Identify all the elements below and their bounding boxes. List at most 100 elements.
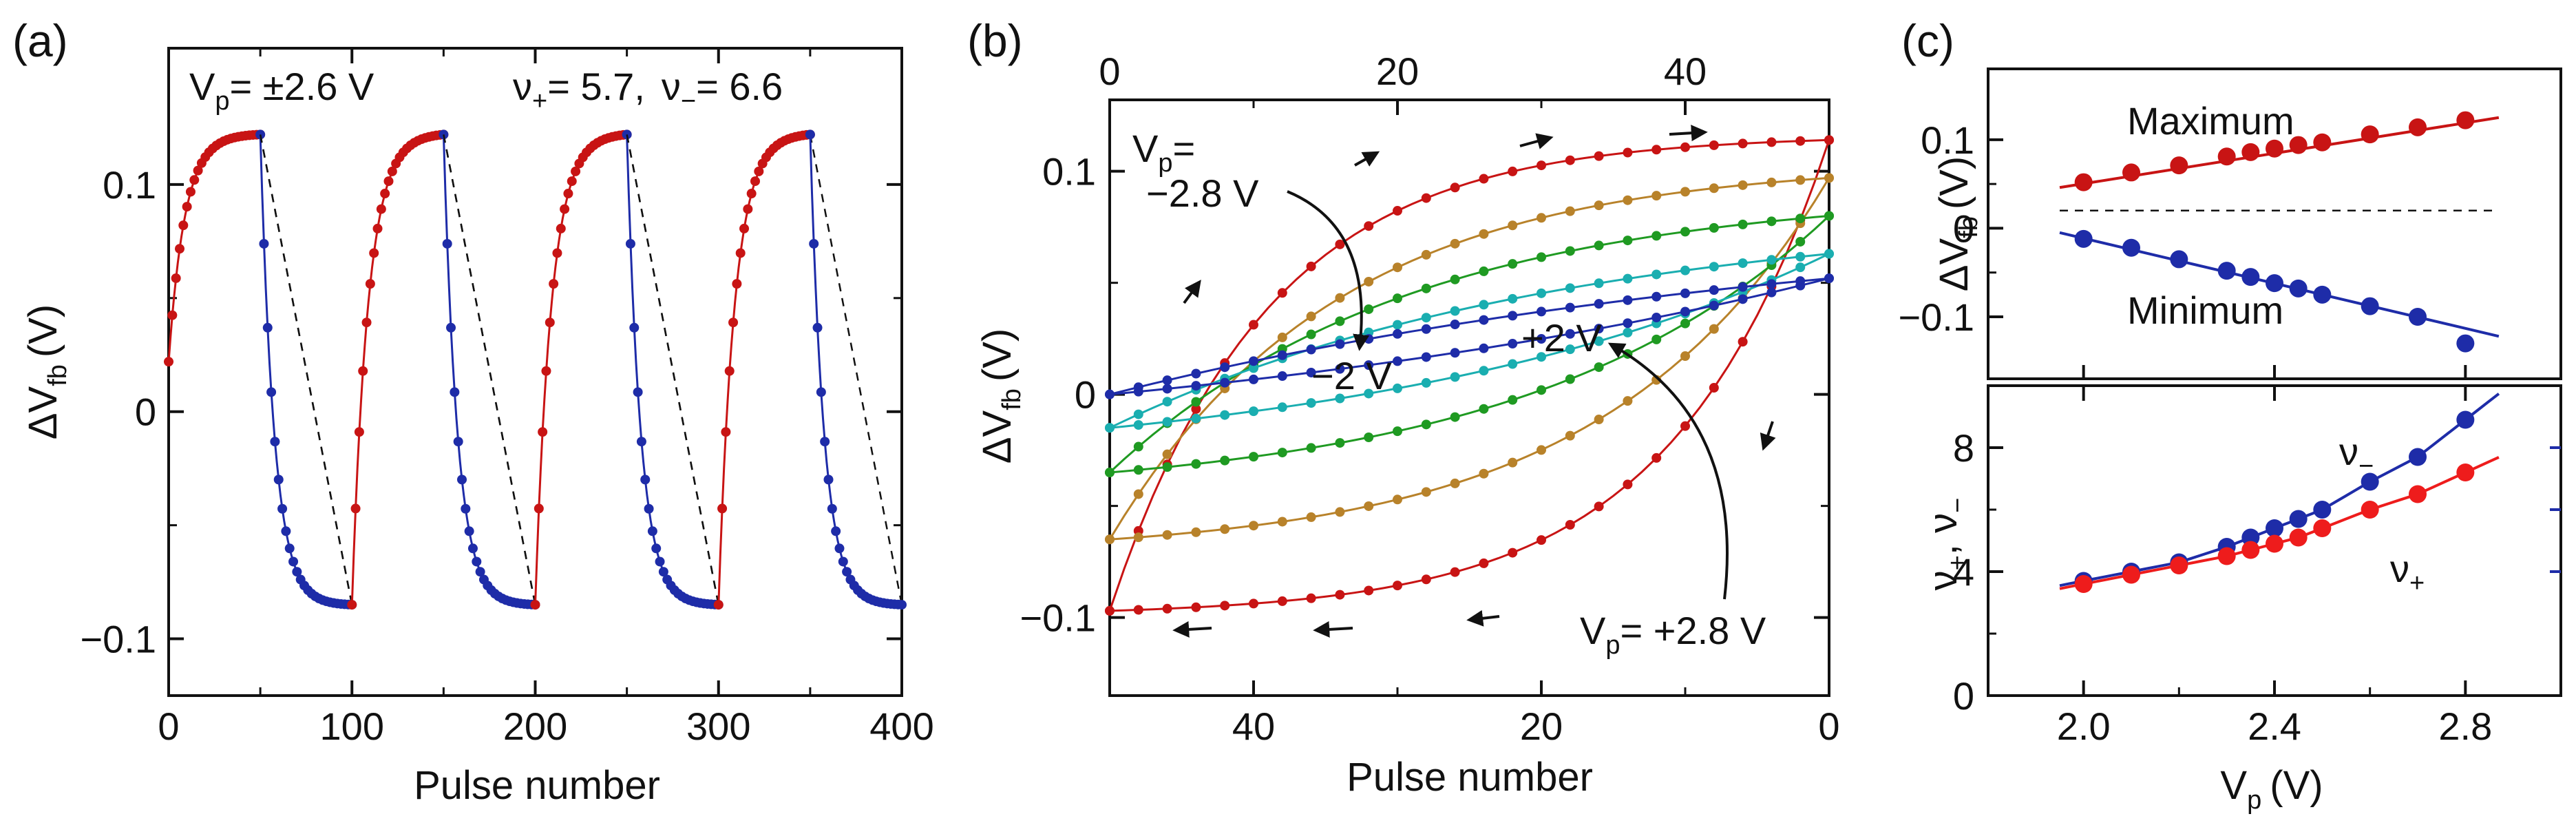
loop-lower-point <box>1537 445 1546 455</box>
reference-line <box>259 134 353 605</box>
loop-lower-point <box>1191 381 1201 391</box>
data-point <box>2361 501 2379 519</box>
depression-point <box>467 543 478 554</box>
loop-lower-point <box>1393 383 1402 393</box>
depression-point <box>827 503 837 514</box>
loop-lower-point <box>1450 372 1460 382</box>
loop-upper-point <box>1191 368 1201 379</box>
data-point <box>2266 519 2283 537</box>
potentiation-point <box>754 166 764 176</box>
loop-upper-point <box>1537 288 1546 298</box>
loop-lower-point <box>1795 262 1806 273</box>
x-tick-label: 200 <box>503 705 567 748</box>
loop-lower-point <box>1680 421 1690 431</box>
panel-a-nu-annotation: ν+= 5.7, ν−= 6.6 <box>513 65 783 116</box>
potentiation-point <box>746 189 757 199</box>
loop-lower-point <box>1162 462 1172 472</box>
depression-point <box>450 387 460 397</box>
potentiation-point <box>350 503 361 514</box>
loop-upper-point <box>1306 344 1316 355</box>
data-point <box>2361 125 2379 144</box>
panel-b-top-vp-value: −2.8 V <box>1146 171 1259 215</box>
data-point <box>2409 448 2427 466</box>
loop-upper-point <box>1709 285 1719 295</box>
loop-upper-point <box>1508 293 1518 304</box>
potentiation-point <box>567 176 577 187</box>
potentiation-point <box>560 204 570 214</box>
loop-lower-point <box>1393 356 1402 366</box>
data-point <box>2289 510 2308 528</box>
dir-arrow <box>1519 133 1554 149</box>
panel-a-xlabel: Pulse number <box>414 763 660 808</box>
loop-lower-point <box>1162 417 1172 427</box>
potentiation-point <box>376 204 386 214</box>
loop-upper-point <box>1508 220 1518 231</box>
loop-lower-point <box>1421 574 1431 585</box>
loop-upper-point <box>1623 195 1633 205</box>
series-label-minimum: Minimum <box>2127 289 2283 332</box>
depression-point <box>472 556 482 567</box>
loop-lower-point <box>1450 478 1460 488</box>
loop-upper-point <box>1393 329 1402 339</box>
ylabel-sep: , ν <box>1921 513 1965 555</box>
nu-symbol: ν <box>2339 430 2358 473</box>
loop-lower-point <box>1364 585 1374 596</box>
panel-c-label: (c) <box>1901 15 1954 66</box>
loop-upper-point <box>1766 137 1777 147</box>
panel-c-bottom-ylabel: ν+, ν− <box>1921 498 1972 591</box>
loop-lower-point <box>1306 398 1316 408</box>
loop-lower-point <box>1249 406 1258 417</box>
loop-upper-point <box>1594 200 1604 211</box>
potentiation-point <box>735 248 746 258</box>
loop-lower-point <box>1651 313 1662 323</box>
potentiation-point <box>365 279 375 289</box>
loop-upper-point <box>1651 291 1662 302</box>
arrow-neg-pointer <box>1287 190 1370 351</box>
loop-lower-point <box>1537 385 1546 395</box>
dir-arrow <box>1760 421 1776 451</box>
panel-a: (a) 0 100 200 300 400−0.100.1 Vp= ±2.6 V ν+=… <box>12 15 934 808</box>
loop-lower-point <box>1220 410 1230 420</box>
y-tick-label: −0.1 <box>80 618 156 661</box>
depression-point <box>292 567 302 577</box>
top-vp-eq: = <box>1173 127 1196 170</box>
data-point <box>2074 229 2093 248</box>
data-point <box>2313 133 2332 152</box>
potentiation-point <box>167 310 178 320</box>
vp-subscript: p <box>215 87 229 116</box>
ylabel-main: ΔV <box>975 410 1020 463</box>
data-point <box>2217 547 2236 565</box>
potentiation-point <box>545 317 555 328</box>
loop-lower-point <box>1249 521 1258 531</box>
vp-value: = ±2.6 V <box>230 65 374 108</box>
loop-upper-point <box>1795 251 1806 262</box>
nu-sub: + <box>2409 569 2425 598</box>
depression-point <box>284 543 295 554</box>
loop-lower-point <box>1479 468 1489 479</box>
loop-lower-point <box>1824 211 1834 221</box>
loop-upper-point <box>1393 262 1402 273</box>
loop-upper-point <box>1651 269 1662 280</box>
loop-lower-point <box>1306 593 1316 603</box>
loop-lower-point <box>1220 377 1230 388</box>
depression-point <box>834 543 845 554</box>
depression-point <box>273 475 284 485</box>
depression-line <box>442 134 536 606</box>
loop-lower-point <box>1249 452 1258 462</box>
potentiation-point <box>549 279 559 289</box>
potentiation-point <box>538 427 548 437</box>
loop-upper-point <box>1594 240 1604 251</box>
nu-plus-sub: + <box>532 87 547 116</box>
loop-upper-point <box>1450 320 1460 330</box>
potentiation-point <box>182 202 192 212</box>
x-top-tick-label: 40 <box>1664 50 1707 93</box>
bottom-vp-symbol: V <box>1580 609 1606 652</box>
loop-upper-point <box>1191 404 1201 414</box>
potentiation-point <box>556 223 566 233</box>
x-tick-label: 100 <box>320 705 384 748</box>
loop-upper-point <box>1249 356 1258 366</box>
loop-lower-point <box>1709 300 1719 311</box>
loop-lower-point <box>1105 389 1115 399</box>
panel-a-ticks: 0 100 200 300 400 −0.1 0 0.1 <box>80 48 934 748</box>
depression-point <box>842 567 852 577</box>
